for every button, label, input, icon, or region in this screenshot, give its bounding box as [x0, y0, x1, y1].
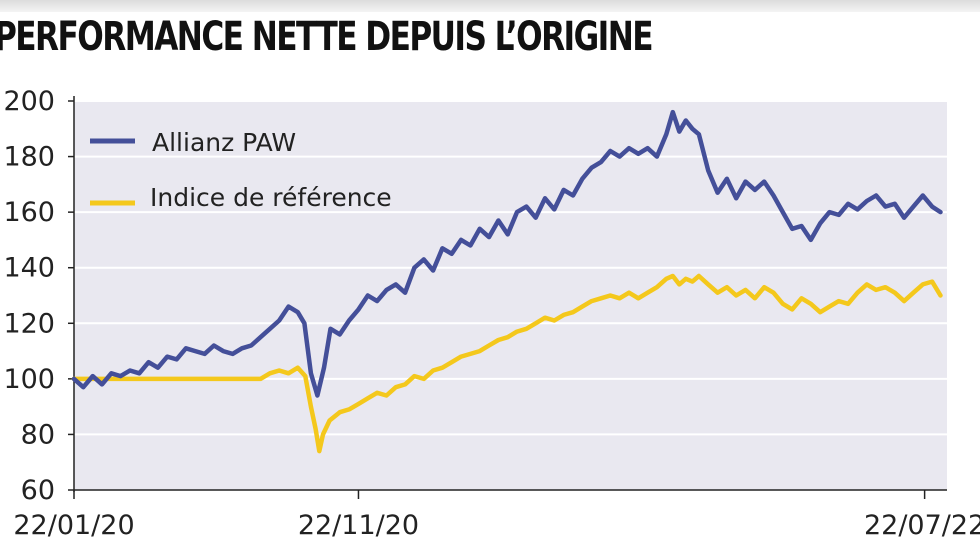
- series-line-1: [71, 273, 943, 454]
- y-axis-ticks: 60 80 100 120 140 160 180 200: [3, 86, 74, 506]
- y-tick-label-180: 180: [3, 142, 55, 173]
- y-tick-label-140: 140: [3, 253, 55, 284]
- x-tick-label-0: 22/01/20: [13, 510, 134, 541]
- y-tick-label-80: 80: [21, 419, 55, 450]
- x-tick-label-2: 22/07/22: [864, 510, 980, 541]
- x-axis-ticks: 22/01/20 22/11/20 22/07/22: [13, 490, 980, 541]
- y-tick-label-160: 160: [3, 197, 55, 228]
- chart-title: PERFORMANCE NETTE DEPUIS L’ORIGINE: [0, 14, 654, 60]
- series-lines: [71, 109, 943, 454]
- x-tick-label-1: 22/11/20: [298, 510, 419, 541]
- y-tick-label-60: 60: [21, 475, 55, 506]
- plot-area: [74, 101, 947, 490]
- y-tick-label-200: 200: [3, 86, 55, 117]
- gridlines: [74, 100, 947, 436]
- top-band: [0, 0, 980, 12]
- y-tick-label-100: 100: [3, 364, 55, 395]
- legend: Allianz PAW Indice de référence: [90, 128, 392, 212]
- series-line-0: [71, 109, 943, 398]
- y-tick-label-120: 120: [3, 308, 55, 339]
- legend-label-indice: Indice de référence: [150, 183, 392, 212]
- legend-label-allianz: Allianz PAW: [152, 128, 296, 157]
